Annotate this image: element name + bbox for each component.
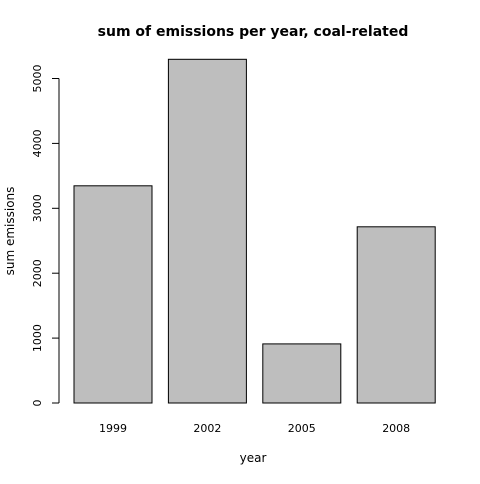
bar-2008: [356, 226, 436, 404]
y-axis: 0 1000 2000 3000 4000 5000: [31, 65, 60, 407]
y-axis-title: sum emissions: [3, 187, 17, 276]
y-tick-label-4000: 4000: [31, 129, 44, 157]
bar-2002: [167, 58, 247, 404]
x-tick-label-2008: 2008: [382, 422, 410, 435]
bar-2005: [262, 343, 342, 404]
y-tick-label-2000: 2000: [31, 259, 44, 287]
x-tick-label-1999: 1999: [99, 422, 127, 435]
x-axis-labels: 1999 2002 2005 2008: [99, 422, 410, 435]
y-tick-label-3000: 3000: [31, 194, 44, 222]
bars-group: [73, 58, 436, 404]
bar-1999: [73, 185, 153, 404]
x-tick-label-2002: 2002: [193, 422, 221, 435]
y-tick-label-1000: 1000: [31, 324, 44, 352]
x-tick-label-2005: 2005: [288, 422, 316, 435]
y-tick-label-5000: 5000: [31, 65, 44, 93]
y-tick-label-0: 0: [31, 400, 44, 407]
chart-title: sum of emissions per year, coal-related: [98, 24, 409, 40]
x-axis-title: year: [240, 451, 267, 465]
